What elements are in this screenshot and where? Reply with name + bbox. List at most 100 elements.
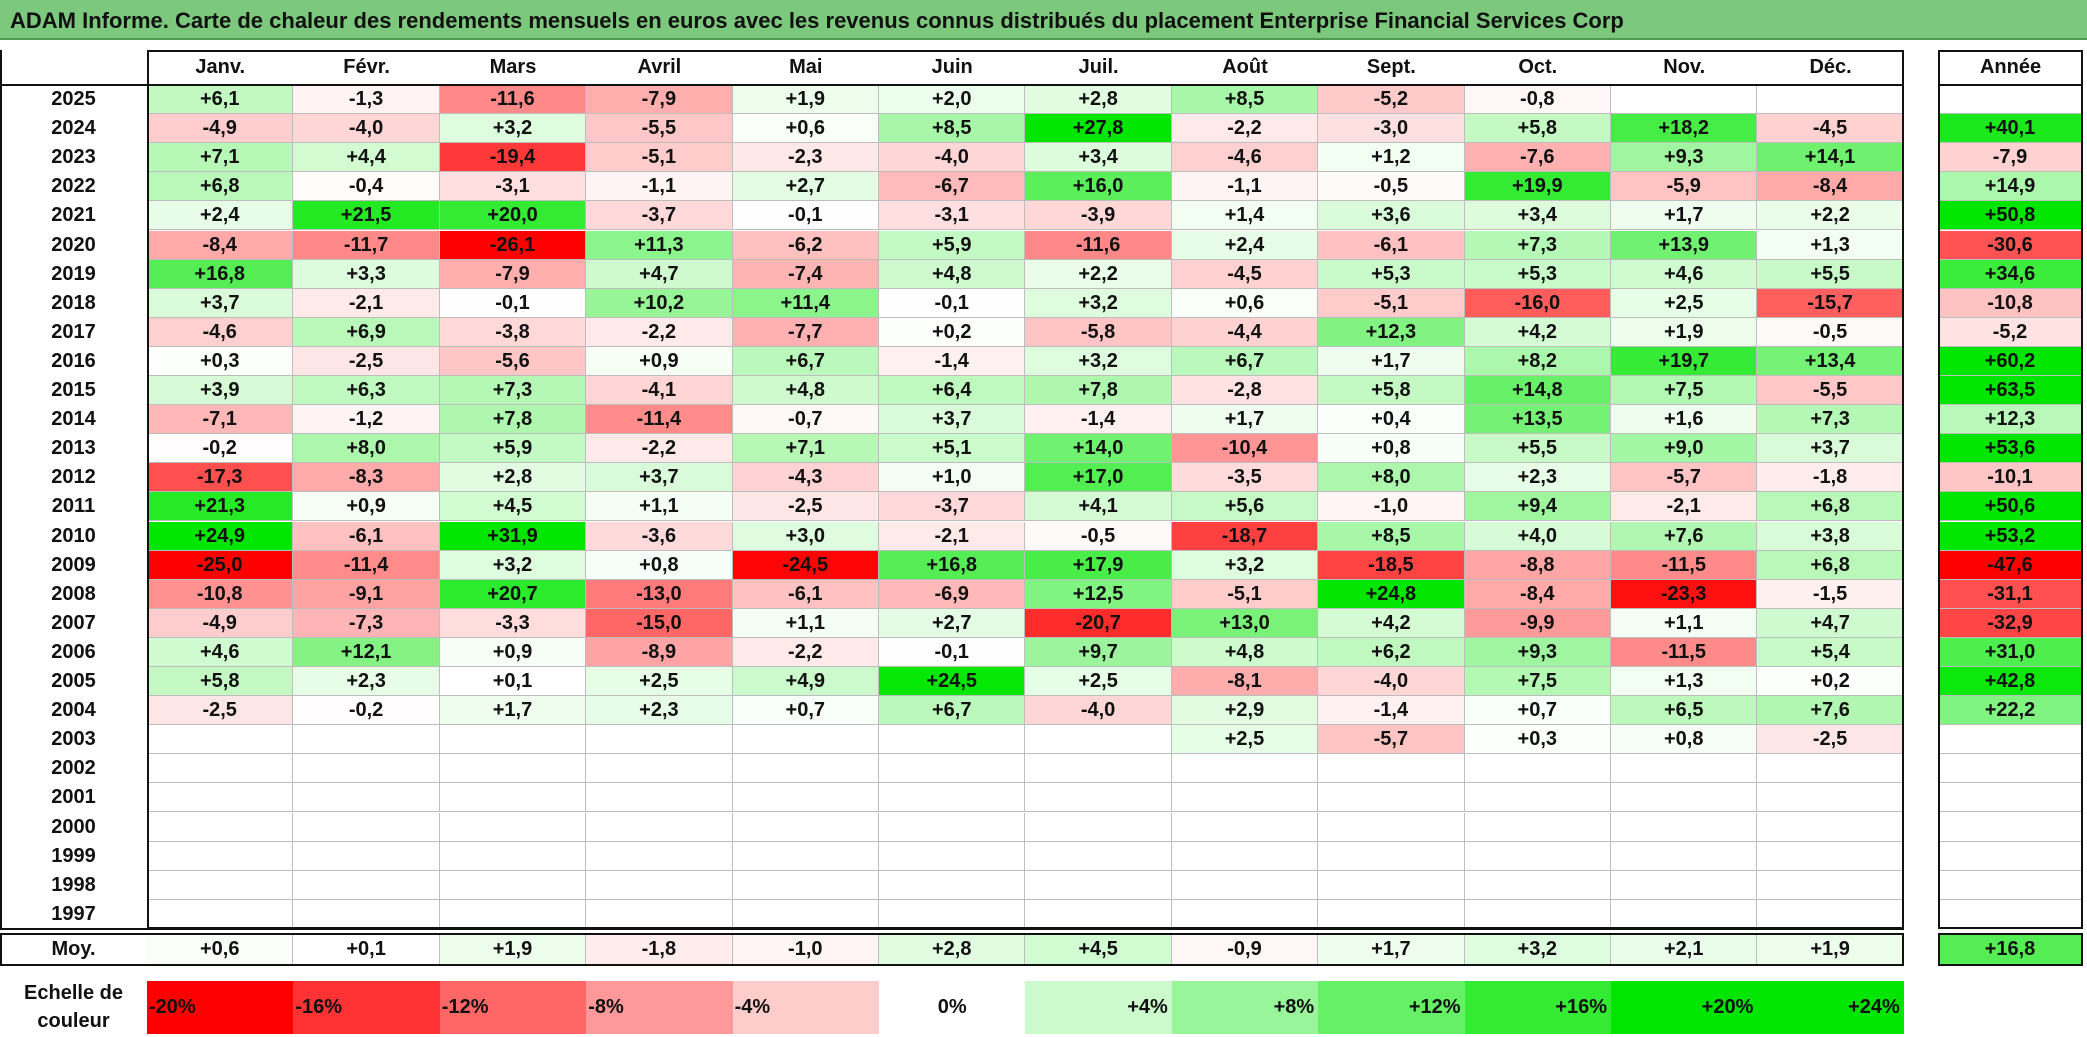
heatmap-cell — [293, 725, 440, 755]
heatmap-cell: +8,0 — [293, 434, 440, 464]
scale-swatch: -16% — [293, 981, 440, 1034]
heatmap-cell: -11,4 — [586, 405, 733, 435]
heatmap-cell — [1464, 870, 1611, 900]
heatmap-cell — [147, 725, 294, 755]
heatmap-cell: +1,9 — [732, 85, 879, 115]
row-year-label: 2015 — [51, 379, 96, 401]
heatmap-cell: +4,0 — [1464, 521, 1611, 551]
heatmap-cell: -3,3 — [439, 608, 587, 638]
row-year-label: 2010 — [51, 524, 96, 547]
heatmap-cell: -19,4 — [439, 143, 587, 173]
heatmap-cell: +7,1 — [732, 434, 879, 464]
grid-bottom — [0, 927, 1904, 930]
scale-swatch: -8% — [586, 981, 733, 1034]
heatmap-cell: +2,0 — [879, 85, 1026, 115]
heatmap-cell: -11,5 — [1611, 637, 1758, 667]
heatmap-cell: +19,7 — [1611, 346, 1758, 376]
annual-cell: -47,6 — [1938, 550, 2083, 580]
heatmap-cell: +0,3 — [1464, 725, 1611, 755]
heatmap-cell — [586, 841, 733, 871]
heatmap-cell — [1171, 783, 1319, 813]
heatmap-cell: -2,2 — [1171, 114, 1319, 144]
heatmap-cell: +3,4 — [1025, 143, 1172, 173]
heatmap-cell — [1611, 754, 1758, 784]
heatmap-cell: +0,8 — [586, 550, 733, 580]
heatmap-cell — [1025, 783, 1172, 813]
heatmap-cell: -2,8 — [1171, 376, 1319, 406]
heatmap-cell: -5,6 — [439, 346, 587, 376]
heatmap-cell — [879, 870, 1026, 900]
heatmap-cell: +16,8 — [147, 259, 294, 289]
heatmap-cell: +1,4 — [1171, 201, 1319, 231]
heatmap-cell: +17,0 — [1025, 463, 1172, 493]
heatmap-cell: -3,9 — [1025, 201, 1172, 231]
heatmap-cell: +3,0 — [732, 521, 879, 551]
heatmap-cell: +7,6 — [1757, 696, 1904, 726]
heatmap-cell — [147, 899, 294, 929]
heatmap-cell: -1,4 — [1318, 696, 1465, 726]
header-divider — [1938, 84, 2083, 86]
heatmap-cell: -3,8 — [439, 317, 587, 347]
heatmap-cell: +6,1 — [147, 85, 294, 115]
heatmap-cell: +8,2 — [1464, 346, 1611, 376]
heatmap-cell: -3,0 — [1318, 114, 1465, 144]
heatmap-cell: +16,0 — [1025, 172, 1172, 202]
heatmap-cell: -15,0 — [586, 608, 733, 638]
column-header: Juil. — [1078, 56, 1119, 78]
heatmap-cell: +2,3 — [293, 667, 440, 697]
chart-title: ADAM Informe. Carte de chaleur des rende… — [10, 8, 1624, 33]
heatmap-cell: +0,6 — [1171, 288, 1319, 318]
heatmap-cell: -5,1 — [1318, 288, 1465, 318]
heatmap-cell: -0,5 — [1757, 317, 1904, 347]
heatmap-cell: +9,7 — [1025, 637, 1172, 667]
heatmap-cell: +6,2 — [1318, 637, 1465, 667]
heatmap-cell — [439, 870, 587, 900]
row-year-label: 2017 — [51, 320, 96, 343]
heatmap-cell: -0,5 — [1025, 521, 1172, 551]
heatmap-cell: -4,5 — [1171, 259, 1319, 289]
heatmap-cell — [147, 783, 294, 813]
heatmap-cell: +9,4 — [1464, 492, 1611, 522]
heatmap-cell — [1611, 85, 1758, 115]
annual-cell — [1938, 85, 2083, 115]
heatmap-cell: -0,5 — [1318, 172, 1465, 202]
heatmap-cell: +7,6 — [1611, 521, 1758, 551]
heatmap-cell: +13,4 — [1757, 346, 1904, 376]
row-year-label: 2011 — [51, 495, 96, 518]
heatmap-cell — [1757, 899, 1904, 929]
heatmap-cell: -1,8 — [1757, 463, 1904, 493]
column-header: Sept. — [1366, 56, 1416, 78]
annual-cell — [1938, 812, 2083, 842]
heatmap-cell: -0,1 — [732, 201, 879, 231]
column-header: Janv. — [195, 56, 246, 78]
heatmap-cell — [439, 725, 587, 755]
heatmap-cell: -18,5 — [1318, 550, 1465, 580]
heatmap-cell: +1,1 — [732, 608, 879, 638]
heatmap-cell: -5,7 — [1611, 463, 1758, 493]
heatmap-cell: -7,3 — [293, 608, 440, 638]
heatmap-cell: +6,8 — [147, 172, 294, 202]
heatmap-cell: -0,2 — [293, 696, 440, 726]
heatmap-cell: -3,7 — [879, 492, 1026, 522]
heatmap-cell — [439, 783, 587, 813]
heatmap-cell: -9,1 — [293, 579, 440, 609]
average-annual-cell: +16,8 — [1938, 933, 2083, 966]
heatmap-cell — [732, 754, 879, 784]
heatmap-cell — [147, 870, 294, 900]
heatmap-cell: +24,5 — [879, 667, 1026, 697]
heatmap-cell: +14,1 — [1757, 143, 1904, 173]
heatmap-cell: -8,1 — [1171, 667, 1319, 697]
annual-cell — [1938, 754, 2083, 784]
heatmap-cell: +4,9 — [732, 667, 879, 697]
column-header: Juin — [931, 56, 973, 78]
heatmap-cell: +7,3 — [439, 376, 587, 406]
heatmap-cell: -0,8 — [1464, 85, 1611, 115]
heatmap-cell: +10,2 — [586, 288, 733, 318]
heatmap-cell: +4,7 — [1757, 608, 1904, 638]
scale-swatch: -20% — [147, 981, 294, 1034]
heatmap-cell: -11,6 — [439, 85, 587, 115]
column-header: Déc. — [1809, 56, 1852, 78]
heatmap-cell: -2,1 — [293, 288, 440, 318]
heatmap-cell: +13,5 — [1464, 405, 1611, 435]
heatmap-cell: -11,4 — [293, 550, 440, 580]
